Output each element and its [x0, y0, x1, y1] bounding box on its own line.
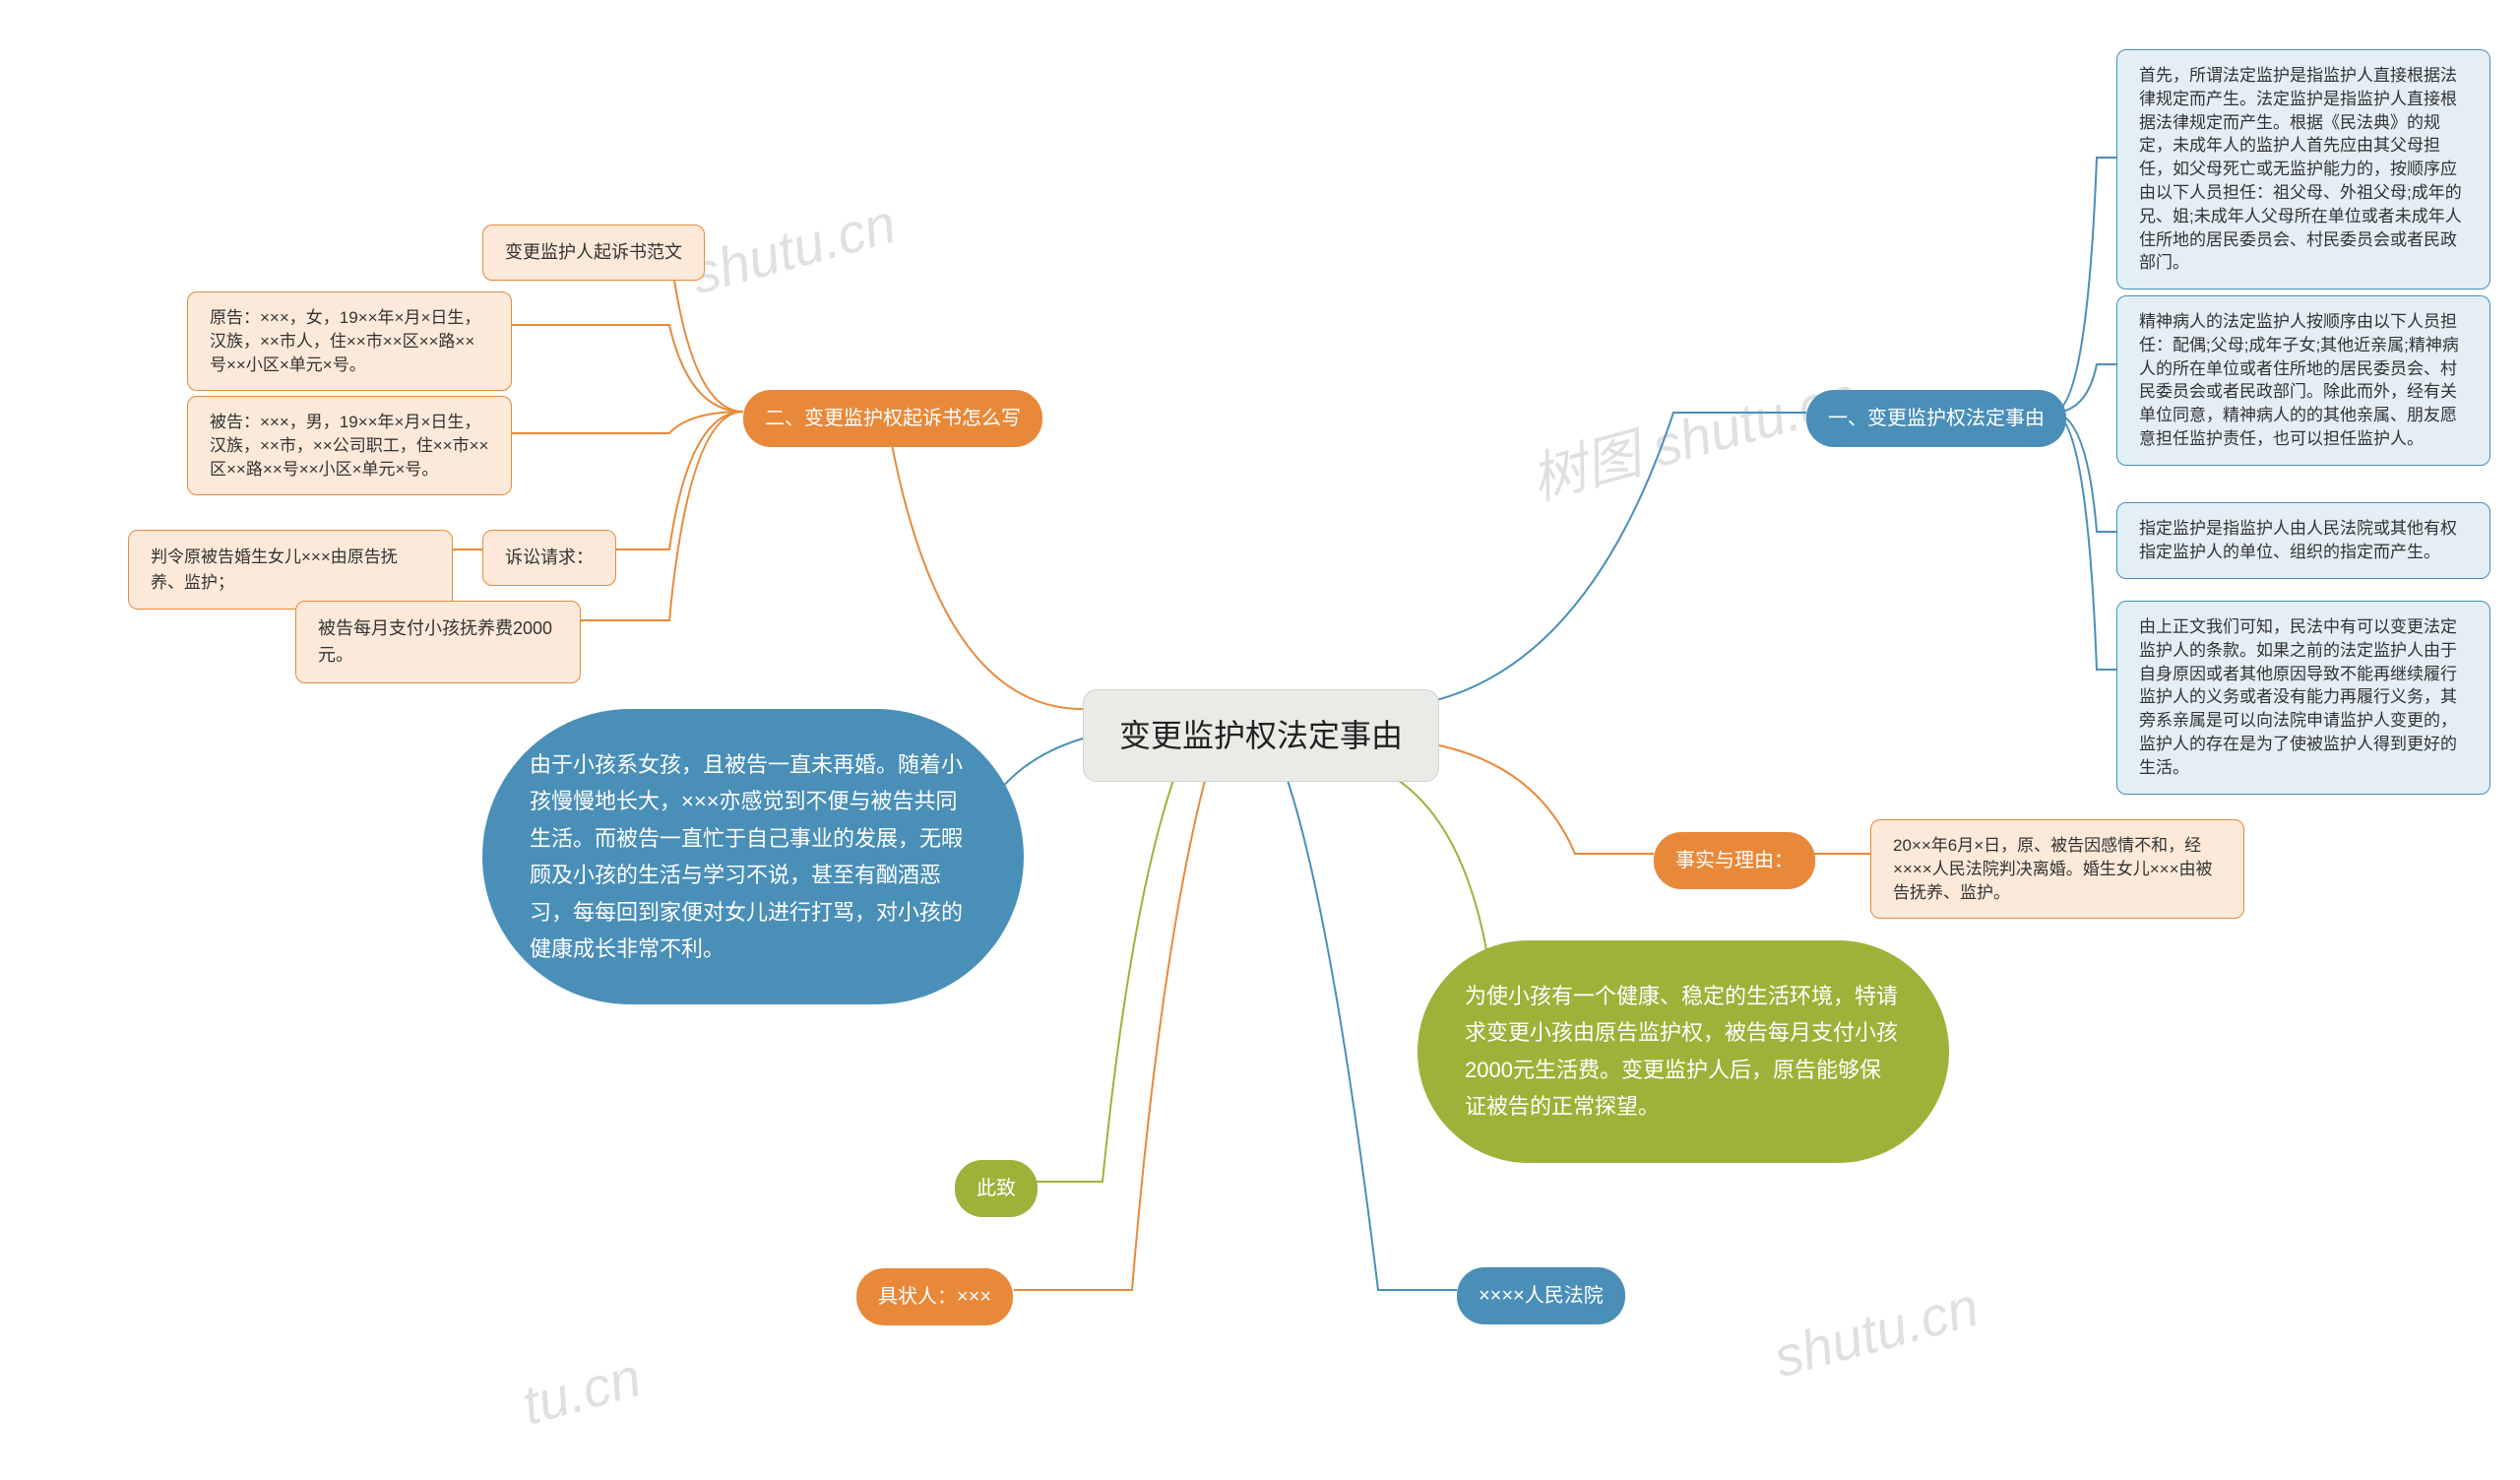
branch1-leaf: 指定监护是指监护人由人民法院或其他有权指定监护人的单位、组织的指定而产生。: [2116, 502, 2490, 579]
branch1-leaf: 由上正文我们可知，民法中有可以变更法定监护人的条款。如果之前的法定监护人由于自身…: [2116, 601, 2490, 795]
branch6: ××××人民法院: [1457, 1267, 1625, 1324]
branch2-sub: 诉讼请求：: [482, 530, 616, 586]
branch2-leaf: 被告每月支付小孩抚养费2000元。: [295, 601, 581, 683]
center-node: 变更监护权法定事由: [1083, 689, 1439, 782]
branch4: 为使小孩有一个健康、稳定的生活环境，特请求变更小孩由原告监护权，被告每月支付小孩…: [1418, 940, 1949, 1163]
watermark: shutu.cn: [684, 191, 902, 307]
branch2: 二、变更监护权起诉书怎么写: [743, 390, 1042, 447]
watermark: shutu.cn: [1767, 1274, 1984, 1390]
branch7: 此致: [955, 1160, 1038, 1217]
branch2-leaf: 变更监护人起诉书范文: [482, 225, 705, 281]
branch5: 由于小孩系女孩，且被告一直未再婚。随着小孩慢慢地长大，×××亦感觉到不便与被告共…: [482, 709, 1024, 1004]
branch2-sub-leaf: 判令原被告婚生女儿×××由原告抚养、监护；: [128, 530, 453, 610]
branch2-leaf: 原告：×××，女，19××年×月×日生，汉族，××市人，住××市××区××路××…: [187, 291, 512, 391]
branch3: 事实与理由：: [1654, 832, 1815, 889]
branch1: 一、变更监护权法定事由: [1806, 390, 2066, 447]
branch1-leaf: 精神病人的法定监护人按顺序由以下人员担任：配偶;父母;成年子女;其他近亲属;精神…: [2116, 295, 2490, 466]
branch2-leaf: 被告：×××，男，19××年×月×日生，汉族，××市，××公司职工，住××市××…: [187, 396, 512, 495]
branch1-leaf: 首先，所谓法定监护是指监护人直接根据法律规定而产生。法定监护是指监护人直接根据法…: [2116, 49, 2490, 290]
watermark: tu.cn: [516, 1344, 648, 1437]
branch3-leaf: 20××年6月×日，原、被告因感情不和，经××××人民法院判决离婚。婚生女儿××…: [1870, 819, 2244, 919]
branch8: 具状人：×××: [856, 1268, 1013, 1325]
